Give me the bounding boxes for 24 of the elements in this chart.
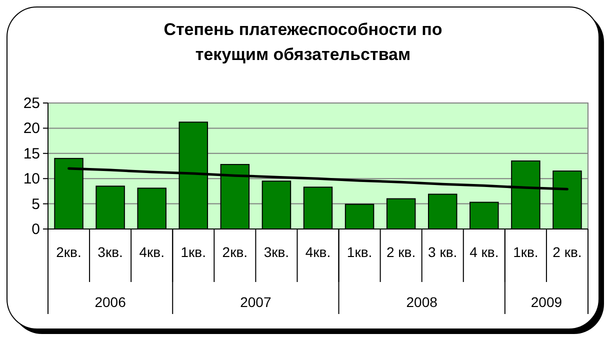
y-tick-label: 10 xyxy=(23,170,40,188)
x-tick-label: 2кв. xyxy=(56,244,82,260)
x-tick-label: 1кв. xyxy=(513,244,538,260)
x-tick-label: 3 кв. xyxy=(428,244,458,260)
x-tick-label: 2 кв. xyxy=(552,244,582,260)
x-tick-label: 2кв. xyxy=(222,244,248,260)
y-tick-label: 5 xyxy=(32,196,40,213)
x-tick-label: 4кв. xyxy=(305,244,331,260)
x-tick-label: 4 кв. xyxy=(470,244,499,260)
text: 2007 xyxy=(240,294,272,310)
chart-title: Степень платежеспособности по текущим обязательствам xyxy=(164,20,442,64)
x-tick-label: 1кв. xyxy=(346,244,372,260)
x-tick-label: 3кв. xyxy=(264,244,290,260)
x-tick-label: 2 кв. xyxy=(386,244,416,260)
text: 2009 xyxy=(530,294,562,310)
y-tick-label: 15 xyxy=(23,145,40,162)
text: 2008 xyxy=(406,294,438,310)
x-tick-label: 1кв. xyxy=(180,244,206,260)
y-tick-label: 0 xyxy=(32,221,40,238)
x-tick-label: 3кв. xyxy=(98,244,123,260)
x-tick-label: 4кв. xyxy=(139,244,164,260)
text: 2006 xyxy=(94,294,126,310)
y-tick-label: 20 xyxy=(23,120,40,138)
y-tick-label: 25 xyxy=(23,95,40,112)
